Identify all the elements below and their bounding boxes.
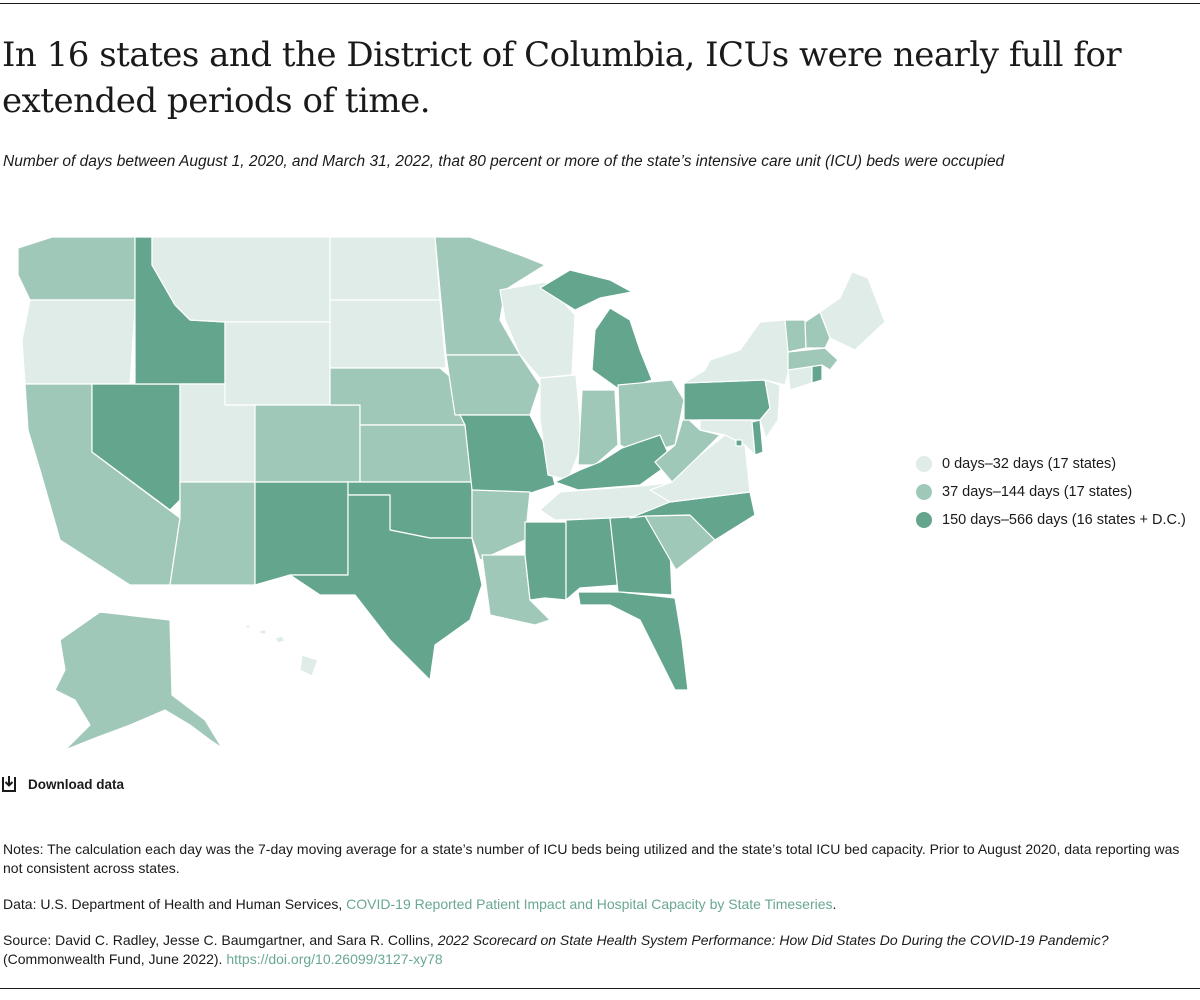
notes-text: Notes: The calculation each day was the … (3, 841, 1180, 876)
download-data-label: Download data (28, 776, 125, 792)
data-source-suffix: . (832, 896, 837, 912)
state-CO[interactable] (254, 404, 361, 483)
source-suffix: (Commonwealth Fund, June 2022). (3, 951, 227, 967)
top-rule (0, 3, 1200, 4)
state-WY[interactable] (224, 321, 331, 406)
legend-label-mid: 37 days–144 days (17 states) (942, 484, 1133, 500)
state-DE[interactable] (751, 419, 764, 456)
data-source-prefix: Data: U.S. Department of Health and Huma… (3, 896, 347, 912)
state-TX[interactable] (289, 494, 483, 681)
state-SD[interactable] (329, 299, 447, 369)
state-NY[interactable] (683, 319, 791, 386)
state-MD[interactable] (699, 419, 756, 456)
chart-subtitle: Number of days between August 1, 2020, a… (3, 153, 1005, 170)
legend-item-high: 150 days–566 days (16 states + D.C.) (916, 506, 1186, 534)
state-AL[interactable] (565, 517, 621, 601)
source-report-title: 2022 Scorecard on State Health System Pe… (437, 932, 1109, 948)
us-state-map (17, 236, 886, 751)
state-IL[interactable] (539, 374, 583, 481)
state-DC[interactable] (735, 439, 743, 447)
source-doi-link[interactable]: https://doi.org/10.26099/3127-xy78 (226, 951, 443, 967)
state-MO[interactable] (459, 414, 556, 496)
state-KS[interactable] (359, 424, 473, 483)
source-prefix: Source: David C. Radley, Jesse C. Baumga… (3, 932, 438, 948)
state-VT[interactable] (784, 319, 807, 353)
data-source-link[interactable]: COVID-19 Reported Patient Impact and Hos… (346, 896, 833, 912)
state-RI[interactable] (811, 364, 823, 384)
state-MT[interactable] (151, 236, 331, 323)
state-NJ[interactable] (759, 379, 781, 439)
state-NH[interactable] (804, 311, 831, 349)
legend-item-mid: 37 days–144 days (17 states) (916, 478, 1186, 506)
state-WA[interactable] (17, 236, 136, 301)
download-icon (2, 776, 16, 792)
legend-swatch-low (916, 456, 932, 472)
state-PA[interactable] (683, 379, 771, 421)
state-MA[interactable] (787, 347, 839, 371)
state-AR[interactable] (471, 489, 531, 561)
legend-label-low: 0 days–32 days (17 states) (942, 456, 1117, 472)
state-NM[interactable] (254, 481, 349, 586)
state-OR[interactable] (21, 299, 136, 385)
state-FL[interactable] (577, 591, 689, 691)
source-citation: Source: David C. Radley, Jesse C. Baumga… (3, 931, 1193, 969)
map-legend: 0 days–32 days (17 states) 37 days–144 d… (916, 450, 1186, 534)
state-IA[interactable] (445, 354, 541, 416)
state-MS[interactable] (524, 521, 567, 601)
state-ND[interactable] (329, 236, 441, 301)
download-data-button[interactable]: Download data (0, 775, 124, 793)
chart-title: In 16 states and the District of Columbi… (2, 35, 1122, 121)
legend-swatch-high (916, 512, 932, 528)
state-AZ[interactable] (169, 481, 256, 586)
bottom-rule (0, 988, 1200, 989)
data-source-line: Data: U.S. Department of Health and Huma… (3, 895, 1193, 914)
legend-label-high: 150 days–566 days (16 states + D.C.) (942, 512, 1186, 528)
legend-swatch-mid (916, 484, 932, 500)
state-HI[interactable] (245, 624, 319, 677)
state-KY[interactable] (554, 434, 673, 491)
legend-item-low: 0 days–32 days (17 states) (916, 450, 1186, 478)
state-IN[interactable] (577, 389, 619, 466)
state-ME[interactable] (819, 271, 886, 351)
state-AK[interactable] (54, 611, 223, 751)
